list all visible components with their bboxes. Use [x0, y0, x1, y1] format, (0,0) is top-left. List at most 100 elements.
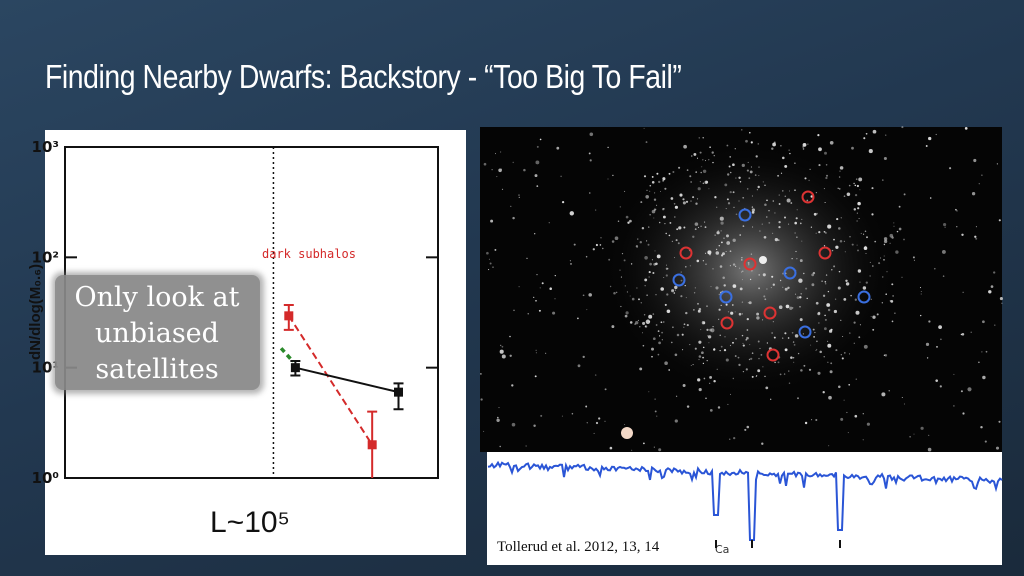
star: [813, 212, 817, 216]
star: [791, 258, 793, 260]
star: [824, 201, 826, 204]
star: [988, 290, 992, 294]
star: [666, 293, 669, 296]
star: [614, 236, 619, 241]
star: [717, 230, 719, 232]
star: [723, 348, 727, 352]
star: [810, 344, 812, 346]
star: [727, 202, 731, 205]
star: [535, 300, 537, 302]
star: [690, 364, 692, 367]
star: [782, 272, 784, 275]
star: [662, 180, 664, 182]
series-line: [295, 366, 399, 394]
star: [752, 226, 754, 228]
star: [708, 188, 710, 190]
star: [624, 190, 626, 192]
star: [500, 168, 502, 170]
star: [825, 232, 827, 234]
star: [500, 344, 502, 347]
star: [825, 283, 827, 285]
star: [799, 318, 803, 322]
star: [885, 134, 887, 136]
star: [570, 263, 572, 265]
star: [821, 280, 823, 282]
star: [794, 232, 796, 234]
marker-ring: [672, 273, 686, 287]
star: [732, 341, 734, 344]
star: [825, 274, 828, 276]
star: [640, 302, 642, 304]
star: [782, 156, 785, 160]
star: [886, 271, 888, 273]
star: [742, 225, 745, 227]
star: [925, 342, 930, 347]
star: [744, 428, 747, 431]
star: [748, 301, 752, 305]
star: [865, 132, 868, 135]
star: [494, 153, 497, 155]
star: [523, 168, 526, 172]
star: [893, 222, 895, 224]
star: [685, 266, 687, 268]
star: [843, 297, 847, 301]
star: [792, 307, 794, 309]
star: [862, 286, 867, 290]
star: [535, 160, 540, 165]
star: [920, 426, 924, 430]
star: [981, 174, 983, 176]
star: [710, 328, 715, 333]
star: [749, 170, 753, 174]
star: [903, 238, 905, 241]
star: [984, 440, 987, 443]
star: [712, 325, 714, 328]
star: [871, 265, 874, 267]
star: [764, 184, 766, 187]
star: [625, 215, 629, 219]
star: [589, 132, 594, 137]
star: [878, 262, 881, 265]
star: [901, 396, 903, 399]
star: [661, 339, 663, 341]
star: [683, 323, 686, 326]
star: [689, 175, 692, 178]
star: [720, 230, 722, 232]
star: [843, 399, 845, 401]
star: [694, 228, 697, 231]
star: [725, 358, 729, 362]
star: [817, 371, 821, 375]
star: [592, 248, 595, 251]
star: [644, 255, 648, 260]
star: [869, 261, 871, 263]
star: [729, 190, 732, 194]
star: [818, 231, 821, 234]
star: [669, 221, 672, 224]
star: [742, 270, 744, 272]
star: [893, 225, 895, 227]
star: [756, 312, 760, 316]
star: [872, 129, 877, 134]
star: [745, 339, 747, 341]
star: [892, 295, 894, 297]
star: [996, 163, 999, 165]
star: [935, 379, 939, 383]
star: [480, 398, 483, 401]
star: [785, 304, 790, 309]
star: [648, 391, 650, 393]
star: [571, 412, 574, 415]
star: [863, 233, 865, 235]
star: [686, 324, 689, 327]
star: [734, 355, 737, 357]
star: [682, 201, 686, 205]
star: [651, 259, 653, 261]
star: [629, 295, 631, 297]
star: [684, 284, 686, 287]
star: [796, 236, 798, 238]
star: [784, 332, 787, 335]
star: [652, 313, 655, 315]
star: [838, 227, 841, 230]
star: [827, 224, 832, 229]
star: [749, 278, 752, 281]
star: [750, 166, 752, 168]
star: [683, 326, 685, 328]
